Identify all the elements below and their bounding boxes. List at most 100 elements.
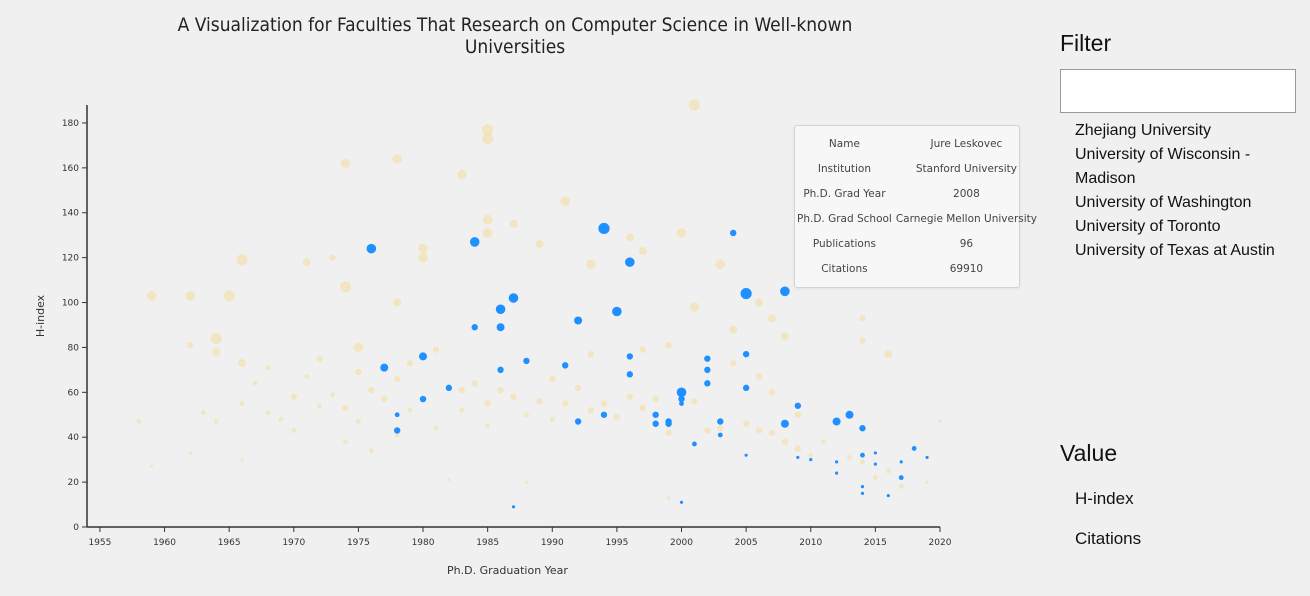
highlighted-point[interactable] xyxy=(665,420,672,427)
background-point[interactable] xyxy=(755,373,763,380)
highlighted-point[interactable] xyxy=(497,366,504,374)
background-point[interactable] xyxy=(185,290,196,301)
background-point[interactable] xyxy=(574,384,582,392)
highlighted-point[interactable] xyxy=(508,293,519,303)
background-point[interactable] xyxy=(717,425,724,432)
highlighted-point[interactable] xyxy=(873,451,877,455)
background-point[interactable] xyxy=(600,400,608,407)
highlighted-point[interactable] xyxy=(704,380,711,387)
background-point[interactable] xyxy=(872,475,878,481)
background-point[interactable] xyxy=(290,393,297,401)
background-point[interactable] xyxy=(393,298,402,307)
background-point[interactable] xyxy=(549,375,556,383)
highlighted-point[interactable] xyxy=(574,418,582,425)
background-point[interactable] xyxy=(459,407,465,413)
background-point[interactable] xyxy=(768,389,776,396)
background-point[interactable] xyxy=(652,395,659,403)
highlighted-point[interactable] xyxy=(380,363,389,372)
highlighted-point[interactable] xyxy=(612,306,622,317)
value-option-citations[interactable]: Citations xyxy=(1075,529,1142,548)
background-point[interactable] xyxy=(859,337,866,344)
highlighted-point[interactable] xyxy=(794,402,802,409)
highlighted-point[interactable] xyxy=(860,484,865,489)
background-point[interactable] xyxy=(535,240,544,249)
highlighted-point[interactable] xyxy=(471,324,478,331)
background-point[interactable] xyxy=(485,423,491,429)
background-point[interactable] xyxy=(742,420,750,427)
highlighted-point[interactable] xyxy=(845,410,854,419)
background-point[interactable] xyxy=(482,214,493,225)
background-point[interactable] xyxy=(639,404,646,412)
background-point[interactable] xyxy=(524,412,529,418)
highlighted-point[interactable] xyxy=(676,387,687,398)
background-point[interactable] xyxy=(587,407,595,414)
highlighted-point[interactable] xyxy=(899,460,903,464)
background-point[interactable] xyxy=(482,133,494,145)
background-point[interactable] xyxy=(767,314,776,323)
background-point[interactable] xyxy=(755,427,763,434)
highlighted-point[interactable] xyxy=(679,500,684,504)
highlighted-point[interactable] xyxy=(561,362,569,369)
background-point[interactable] xyxy=(471,380,478,387)
background-point[interactable] xyxy=(794,445,802,452)
background-point[interactable] xyxy=(898,484,904,489)
highlighted-point[interactable] xyxy=(469,237,480,247)
highlighted-point[interactable] xyxy=(859,425,866,432)
university-item[interactable]: University of Toronto xyxy=(1075,218,1221,235)
background-point[interactable] xyxy=(239,401,245,406)
background-point[interactable] xyxy=(666,496,671,500)
background-point[interactable] xyxy=(340,158,351,169)
highlighted-point[interactable] xyxy=(679,401,684,406)
background-point[interactable] xyxy=(638,246,647,255)
background-point[interactable] xyxy=(291,428,297,433)
background-point[interactable] xyxy=(136,419,142,424)
highlighted-point[interactable] xyxy=(704,355,711,362)
background-point[interactable] xyxy=(586,259,596,270)
background-point[interactable] xyxy=(343,439,348,445)
background-point[interactable] xyxy=(715,259,726,270)
background-point[interactable] xyxy=(458,386,466,394)
background-point[interactable] xyxy=(432,346,440,353)
background-point[interactable] xyxy=(730,359,737,367)
highlighted-point[interactable] xyxy=(626,353,634,360)
background-point[interactable] xyxy=(236,254,248,266)
background-point[interactable] xyxy=(278,416,284,422)
highlighted-point[interactable] xyxy=(717,418,724,425)
background-point[interactable] xyxy=(418,252,428,263)
background-point[interactable] xyxy=(688,99,701,111)
university-item[interactable]: University of Wisconsin - Madison xyxy=(1075,146,1251,187)
background-point[interactable] xyxy=(339,281,352,293)
background-point[interactable] xyxy=(689,302,700,312)
highlighted-point[interactable] xyxy=(780,419,789,428)
background-point[interactable] xyxy=(418,243,428,254)
background-point[interactable] xyxy=(561,400,569,407)
background-point[interactable] xyxy=(447,478,451,482)
background-point[interactable] xyxy=(238,359,247,368)
background-point[interactable] xyxy=(859,315,866,322)
background-point[interactable] xyxy=(780,332,789,341)
background-point[interactable] xyxy=(781,438,789,445)
highlighted-point[interactable] xyxy=(744,453,748,457)
background-point[interactable] xyxy=(265,365,271,371)
background-point[interactable] xyxy=(394,432,400,438)
background-point[interactable] xyxy=(330,392,335,397)
background-point[interactable] xyxy=(210,332,222,345)
highlighted-point[interactable] xyxy=(511,505,516,509)
background-point[interactable] xyxy=(356,419,361,424)
highlighted-point[interactable] xyxy=(600,411,608,418)
background-point[interactable] xyxy=(392,154,402,164)
highlighted-point[interactable] xyxy=(860,491,865,495)
value-option-h-index[interactable]: H-index xyxy=(1075,489,1134,508)
highlighted-point[interactable] xyxy=(445,384,453,392)
highlighted-point[interactable] xyxy=(366,243,377,254)
background-point[interactable] xyxy=(524,480,529,484)
background-point[interactable] xyxy=(223,290,235,302)
highlighted-point[interactable] xyxy=(626,371,634,378)
background-point[interactable] xyxy=(626,393,634,401)
background-point[interactable] xyxy=(847,455,852,460)
highlighted-point[interactable] xyxy=(809,458,813,462)
background-point[interactable] xyxy=(691,398,698,405)
highlighted-point[interactable] xyxy=(523,357,530,365)
highlighted-point[interactable] xyxy=(835,471,839,475)
background-point[interactable] xyxy=(317,403,323,409)
